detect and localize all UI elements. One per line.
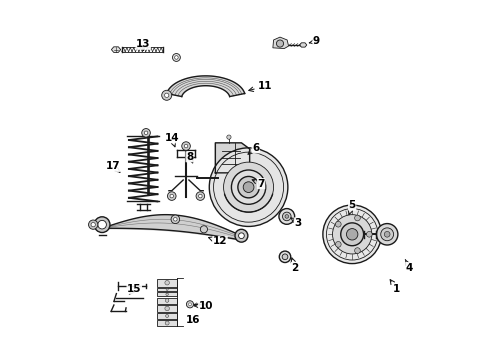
Circle shape [198,194,202,198]
Circle shape [239,233,245,239]
Text: 6: 6 [248,143,259,154]
Circle shape [166,299,169,302]
Circle shape [174,56,178,59]
Circle shape [173,217,177,221]
Circle shape [279,208,294,224]
Text: 1: 1 [390,280,400,294]
Bar [157,305,177,312]
Circle shape [172,54,180,62]
Circle shape [182,142,190,150]
Bar [157,288,177,291]
Text: 11: 11 [249,81,272,91]
Text: 17: 17 [105,161,120,172]
Circle shape [285,215,289,218]
Text: 14: 14 [165,133,179,147]
Circle shape [323,205,381,264]
Circle shape [381,228,393,241]
Circle shape [235,229,248,242]
Polygon shape [215,143,249,173]
Circle shape [341,223,364,246]
Circle shape [336,242,341,247]
Circle shape [227,135,231,139]
Text: 8: 8 [186,152,193,163]
Text: 13: 13 [136,39,150,50]
Text: 15: 15 [127,284,142,294]
Circle shape [333,215,372,254]
Circle shape [166,314,169,318]
Circle shape [367,231,372,237]
Circle shape [231,170,266,204]
Polygon shape [300,43,307,47]
Circle shape [168,192,176,201]
Bar [157,297,177,303]
Circle shape [355,215,360,221]
Text: 9: 9 [309,36,320,46]
Circle shape [94,217,110,233]
Bar [157,320,177,327]
Circle shape [200,226,207,233]
Circle shape [282,254,288,260]
Circle shape [186,301,194,308]
Circle shape [243,182,254,193]
Circle shape [170,194,173,198]
Text: 5: 5 [348,200,356,215]
Text: 12: 12 [209,237,227,247]
Text: 2: 2 [291,258,298,273]
Circle shape [346,229,358,240]
Circle shape [384,231,390,237]
Circle shape [142,129,150,137]
Circle shape [165,93,169,98]
Circle shape [144,131,148,135]
Circle shape [165,280,170,285]
Circle shape [98,220,106,229]
Circle shape [189,303,192,306]
Circle shape [91,222,96,227]
Text: 10: 10 [195,301,213,311]
Circle shape [171,215,180,224]
Circle shape [336,221,341,227]
Circle shape [196,192,205,201]
Polygon shape [273,37,289,49]
Text: 7: 7 [252,179,265,189]
Circle shape [238,176,259,198]
Circle shape [89,220,98,229]
Bar [157,279,177,287]
Polygon shape [111,47,121,53]
Circle shape [355,248,360,253]
Circle shape [184,144,188,148]
Circle shape [223,162,273,212]
Text: 4: 4 [405,260,413,273]
Circle shape [166,288,168,291]
Text: 3: 3 [291,218,301,228]
Circle shape [165,306,170,311]
Circle shape [162,90,172,100]
Circle shape [376,224,398,245]
Polygon shape [167,76,245,96]
Bar [157,314,177,319]
Circle shape [209,148,288,226]
Circle shape [166,293,169,296]
Bar [157,292,177,296]
Circle shape [279,251,291,262]
Circle shape [276,40,284,47]
Circle shape [165,321,169,325]
Text: 16: 16 [186,315,200,325]
Circle shape [283,212,291,221]
